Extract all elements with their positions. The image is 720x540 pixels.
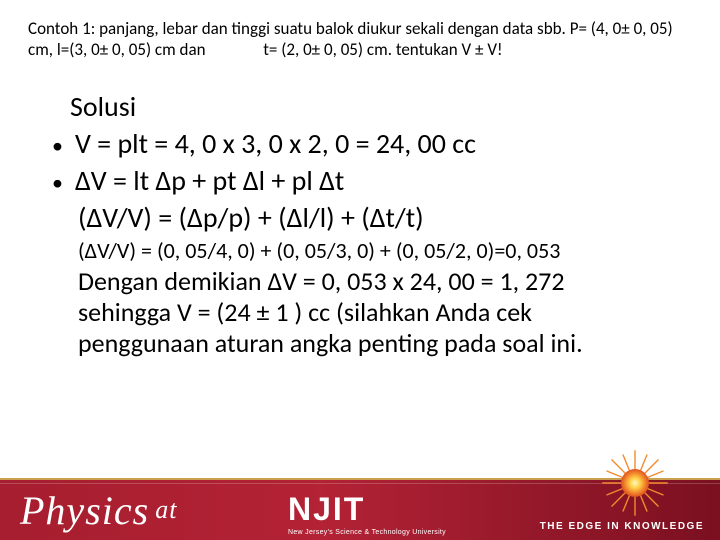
tagline: THE EDGE IN KNOWLEDGE — [540, 521, 704, 532]
conclusion-line-3: penggunaan aturan angka penting pada soa… — [78, 328, 692, 359]
equation-text: ΔV = lt Δp + pt Δl + pl Δt — [75, 163, 344, 198]
solution-body: Solusi • V = plt = 4, 0 x 3, 0 x 2, 0 = … — [28, 89, 692, 360]
physics-label: Physicsat — [20, 487, 177, 534]
njit-subtitle: New Jersey's Science & Technology Univer… — [288, 529, 446, 536]
equation-line-1: • V = plt = 4, 0 x 3, 0 x 2, 0 = 24, 00 … — [52, 126, 692, 161]
equation-line-4: (ΔV/V) = (0, 05/4, 0) + (0, 05/3, 0) + (… — [78, 237, 692, 265]
conclusion-line-2: sehingga V = (24 ± 1 ) cc (silahkan Anda… — [78, 297, 692, 328]
at-word: at — [155, 495, 177, 524]
example-title: Contoh 1: panjang, lebar dan tinggi suat… — [28, 18, 692, 61]
solution-heading: Solusi — [70, 89, 692, 124]
equation-line-2: • ΔV = lt Δp + pt Δl + pl Δt — [52, 163, 692, 198]
physics-word: Physics — [20, 488, 149, 533]
sun-icon — [600, 448, 670, 518]
footer-banner: Physicsat NJIT New Jersey's Science & Te… — [0, 464, 720, 540]
equation-line-3: (ΔV/V) = (Δp/p) + (Δl/l) + (Δt/t) — [78, 200, 692, 235]
njit-logo-text: NJIT — [288, 491, 365, 528]
conclusion-line-1: Dengan demikian ΔV = 0, 053 x 24, 00 = 1… — [78, 266, 692, 297]
equation-text: V = plt = 4, 0 x 3, 0 x 2, 0 = 24, 00 cc — [75, 126, 476, 161]
bullet-icon: • — [52, 133, 63, 159]
bullet-icon: • — [52, 170, 63, 196]
